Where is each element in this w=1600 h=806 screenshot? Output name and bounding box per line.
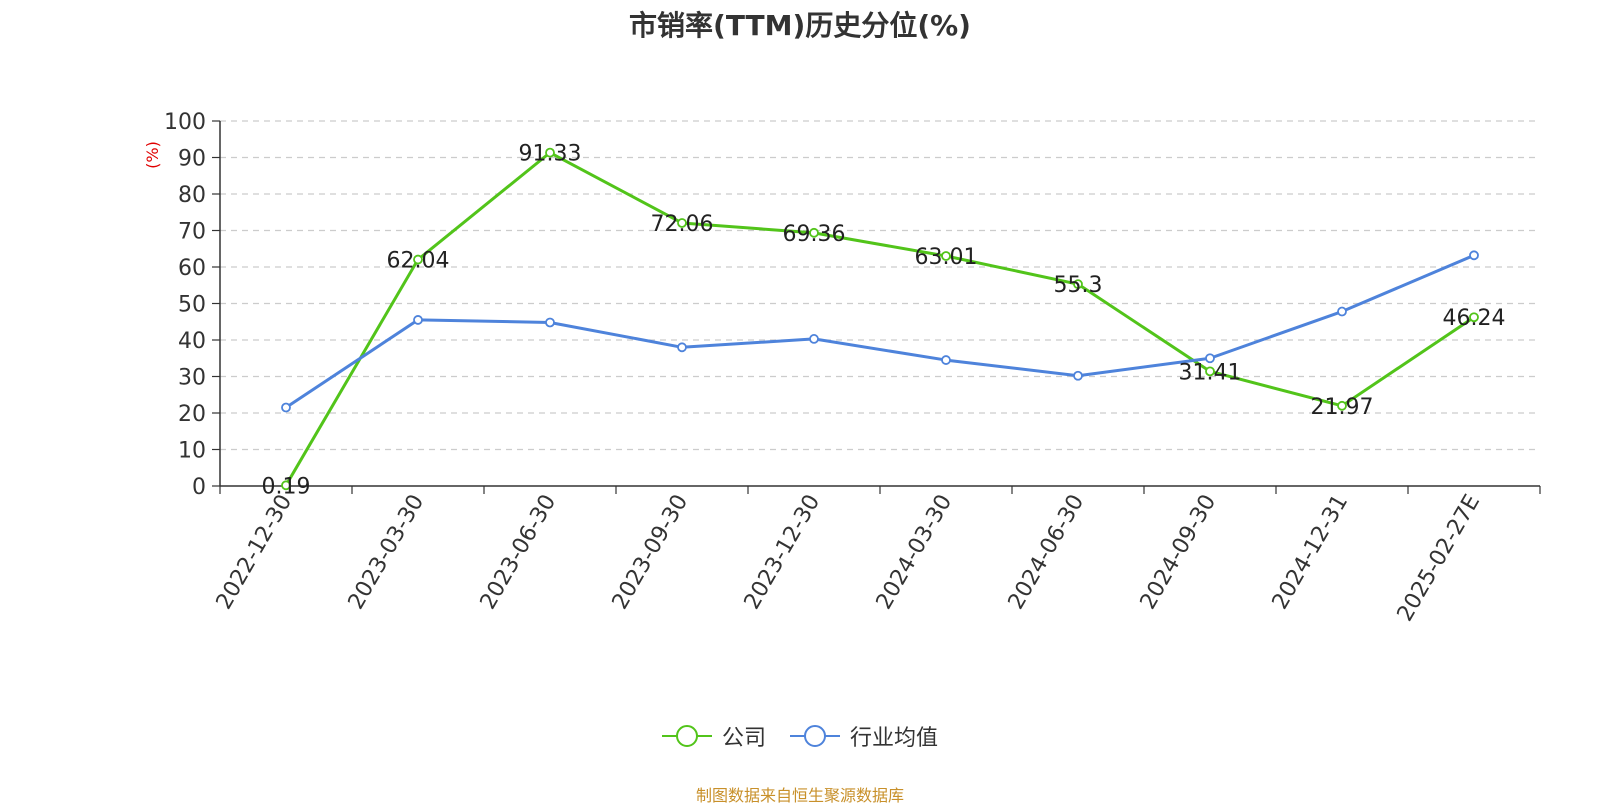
legend-label-company: 公司 <box>721 726 766 751</box>
data-label: 31.41 <box>1179 360 1242 385</box>
data-label: 0.19 <box>262 474 311 499</box>
x-tick-label: 2024-06-30 <box>1004 491 1090 614</box>
y-tick-label: 50 <box>178 293 206 318</box>
y-tick-label: 80 <box>178 183 206 208</box>
data-label: 46.24 <box>1443 306 1506 331</box>
legend-label-industry: 行业均值 <box>850 726 939 751</box>
series-lines <box>281 147 1479 491</box>
chart-title: 市销率(TTM)历史分位(%) <box>629 9 971 42</box>
data-label: 55.3 <box>1054 273 1103 298</box>
y-tick-label: 90 <box>178 147 206 172</box>
y-axis-label: (%) <box>143 141 162 169</box>
x-tick-label: 2023-03-30 <box>344 491 430 614</box>
x-tick-label: 2024-12-31 <box>1268 491 1354 614</box>
x-tick-label: 2023-06-30 <box>476 491 562 614</box>
legend-swatch-industry-icon <box>790 725 840 747</box>
data-label: 69.36 <box>783 222 846 247</box>
data-point <box>809 227 819 238</box>
data-point <box>413 254 423 265</box>
axes: 0 10 20 30 40 50 60 70 80 90 100 2022-12-30 2023-03-… <box>164 110 1541 626</box>
series-line-1 <box>285 253 1475 409</box>
y-tick-label: 0 <box>192 475 206 500</box>
data-point <box>941 355 951 365</box>
y-tick-label: 60 <box>178 256 206 281</box>
data-labels: 0.19 62.04 91.33 72.06 69.36 63.01 55.3 31.41 21… <box>262 142 1506 500</box>
x-tick-label: 2023-12-30 <box>740 491 826 614</box>
data-point <box>941 251 951 261</box>
y-tick-label: 70 <box>178 220 206 245</box>
series-line-0 <box>284 151 1475 487</box>
legend-swatch-company-icon <box>661 725 712 747</box>
data-point <box>1073 370 1083 381</box>
y-tick-label: 100 <box>164 110 206 135</box>
line-chart: 0 10 20 30 40 50 60 70 80 90 100 2022-12-30 2023-03-… <box>143 110 1541 626</box>
source-note: 制图数据来自恒生聚源数据库 <box>695 786 904 805</box>
data-label: 72.06 <box>651 212 714 237</box>
data-point <box>281 402 291 413</box>
y-tick-label: 20 <box>178 402 206 427</box>
data-point <box>545 317 555 328</box>
x-tick-label: 2025-02-27E <box>1393 491 1486 626</box>
data-point <box>809 334 819 344</box>
data-point <box>677 342 687 353</box>
data-point <box>281 480 291 491</box>
y-tick-label: 40 <box>178 329 206 354</box>
y-tick-label: 10 <box>178 439 206 464</box>
data-point <box>545 147 555 158</box>
x-tick-label: 2023-09-30 <box>608 491 694 614</box>
x-tick-label: 2022-12-30 <box>212 491 298 614</box>
data-point <box>677 218 687 228</box>
data-point <box>1205 366 1215 377</box>
data-point <box>1205 353 1215 364</box>
data-label: 21.97 <box>1311 395 1374 420</box>
data-point <box>1337 400 1347 411</box>
legend-item-industry[interactable]: 行业均值 <box>790 720 938 752</box>
grid-lines <box>220 120 1540 451</box>
data-point <box>1073 279 1083 290</box>
data-point <box>413 315 423 325</box>
data-point <box>1469 250 1479 261</box>
legend-item-company[interactable]: 公司 <box>661 720 766 752</box>
data-point <box>1469 312 1479 323</box>
y-tick-label: 30 <box>178 366 206 391</box>
data-label: 62.04 <box>387 249 450 274</box>
legend: 公司 行业均值 <box>0 720 1600 752</box>
x-tick-label: 2024-09-30 <box>1136 491 1222 614</box>
data-label: 91.33 <box>519 142 582 167</box>
data-point <box>1337 306 1347 317</box>
data-label: 63.01 <box>915 245 978 270</box>
x-tick-label: 2024-03-30 <box>872 491 958 614</box>
